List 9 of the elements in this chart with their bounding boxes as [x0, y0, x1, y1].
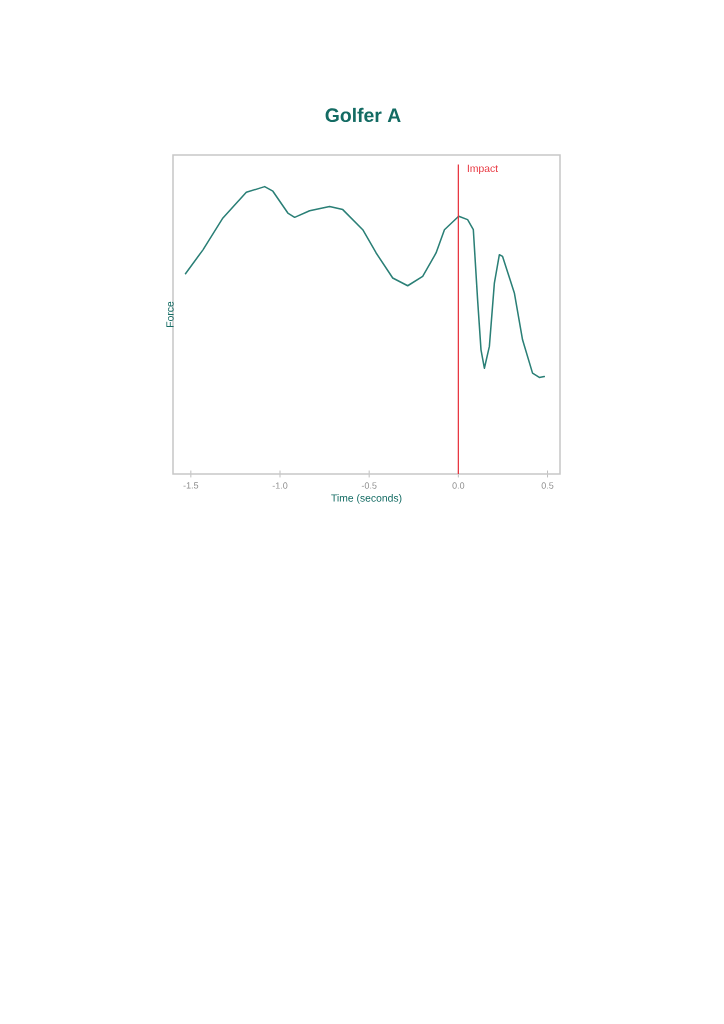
x-tick-label: -1.0: [272, 482, 288, 489]
x-axis-title: Time (seconds): [331, 494, 402, 504]
chart-title: Golfer A: [325, 107, 401, 123]
ref-line-label: Impact: [467, 164, 498, 175]
x-tick-label: 0.5: [541, 482, 554, 489]
x-tick-label: -0.5: [361, 482, 377, 489]
x-tick-label: 0.0: [452, 482, 465, 489]
x-tick-label: -1.5: [183, 482, 199, 489]
y-axis-title: Force: [166, 301, 174, 327]
